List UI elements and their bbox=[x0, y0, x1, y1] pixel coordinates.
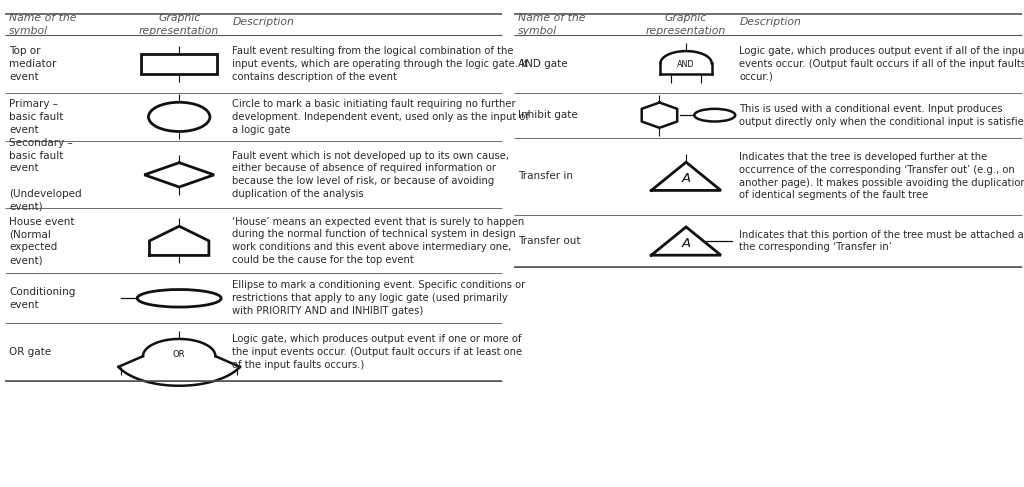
Text: Description: Description bbox=[739, 18, 801, 27]
Text: This is used with a conditional event. Input produces
output directly only when : This is used with a conditional event. I… bbox=[739, 104, 1024, 127]
Text: Secondary –
basic fault
event

(Undeveloped
event): Secondary – basic fault event (Undevelop… bbox=[9, 138, 82, 212]
Text: Name of the
symbol: Name of the symbol bbox=[518, 13, 586, 36]
Text: Circle to mark a basic initiating fault requiring no further
development. Indepe: Circle to mark a basic initiating fault … bbox=[232, 99, 529, 135]
Text: OR gate: OR gate bbox=[9, 347, 51, 357]
Text: OR: OR bbox=[173, 350, 185, 358]
Text: Description: Description bbox=[232, 18, 294, 27]
Text: Transfer in: Transfer in bbox=[518, 171, 573, 181]
Text: Transfer out: Transfer out bbox=[518, 236, 581, 246]
Text: Fault event resulting from the logical combination of the
input events, which ar: Fault event resulting from the logical c… bbox=[232, 46, 528, 82]
Text: AND gate: AND gate bbox=[518, 59, 567, 69]
Text: Primary –
basic fault
event: Primary – basic fault event bbox=[9, 99, 63, 135]
Text: AND: AND bbox=[677, 60, 695, 69]
Text: Top or
mediator
event: Top or mediator event bbox=[9, 46, 56, 82]
Text: Conditioning
event: Conditioning event bbox=[9, 287, 76, 310]
Text: A: A bbox=[682, 172, 690, 185]
Bar bbox=[141, 54, 217, 74]
Text: A: A bbox=[682, 237, 690, 249]
Text: House event
(Normal
expected
event): House event (Normal expected event) bbox=[9, 217, 75, 265]
Text: Indicates that this portion of the tree must be attached at
the corresponding ‘T: Indicates that this portion of the tree … bbox=[739, 230, 1024, 252]
Text: Indicates that the tree is developed further at the
occurrence of the correspond: Indicates that the tree is developed fur… bbox=[739, 152, 1024, 201]
Text: Name of the
symbol: Name of the symbol bbox=[9, 13, 77, 36]
Text: ‘House’ means an expected event that is surely to happen
during the normal funct: ‘House’ means an expected event that is … bbox=[232, 217, 524, 265]
Text: Inhibit gate: Inhibit gate bbox=[518, 110, 578, 120]
Text: Fault event which is not developed up to its own cause,
either because of absenc: Fault event which is not developed up to… bbox=[232, 150, 510, 199]
Text: Ellipse to mark a conditioning event. Specific conditions or
restrictions that a: Ellipse to mark a conditioning event. Sp… bbox=[232, 281, 525, 316]
Text: Graphic
representation: Graphic representation bbox=[139, 13, 219, 36]
Text: Logic gate, which produces output event if one or more of
the input events occur: Logic gate, which produces output event … bbox=[232, 334, 522, 370]
Text: Logic gate, which produces output event if all of the input
events occur. (Outpu: Logic gate, which produces output event … bbox=[739, 46, 1024, 82]
Text: Graphic
representation: Graphic representation bbox=[646, 13, 726, 36]
